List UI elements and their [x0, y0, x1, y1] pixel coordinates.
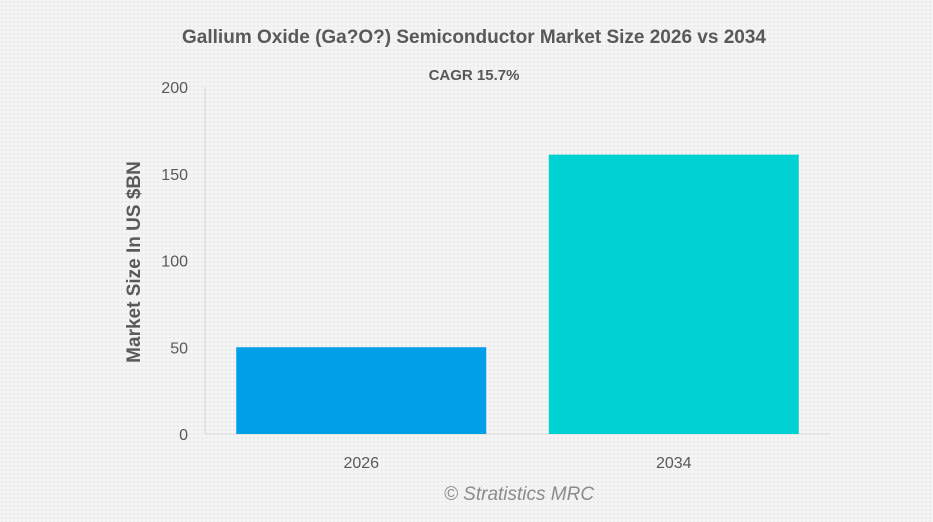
chart-title: Gallium Oxide (Ga?O?) Semiconductor Mark… [182, 27, 766, 48]
y-tick-label: 0 [179, 427, 188, 444]
bar-2026 [236, 347, 487, 434]
chart-subtitle: CAGR 15.7% [429, 67, 520, 84]
credit-text: © Stratistics MRC [444, 484, 594, 505]
bar-2034 [548, 154, 799, 435]
y-tick-label: 100 [161, 254, 188, 271]
y-axis-label: Market Size In US $BN [124, 161, 145, 363]
x-tick-label: 2034 [656, 455, 692, 472]
y-tick-label: 150 [161, 167, 188, 184]
x-tick-label: 2026 [343, 455, 379, 472]
bars [236, 154, 799, 435]
y-tick-label: 50 [170, 340, 188, 357]
y-tick-label: 200 [161, 80, 188, 97]
y-ticks: 0 50 100 150 200 [161, 80, 188, 444]
x-ticks: 2026 2034 [343, 455, 691, 472]
